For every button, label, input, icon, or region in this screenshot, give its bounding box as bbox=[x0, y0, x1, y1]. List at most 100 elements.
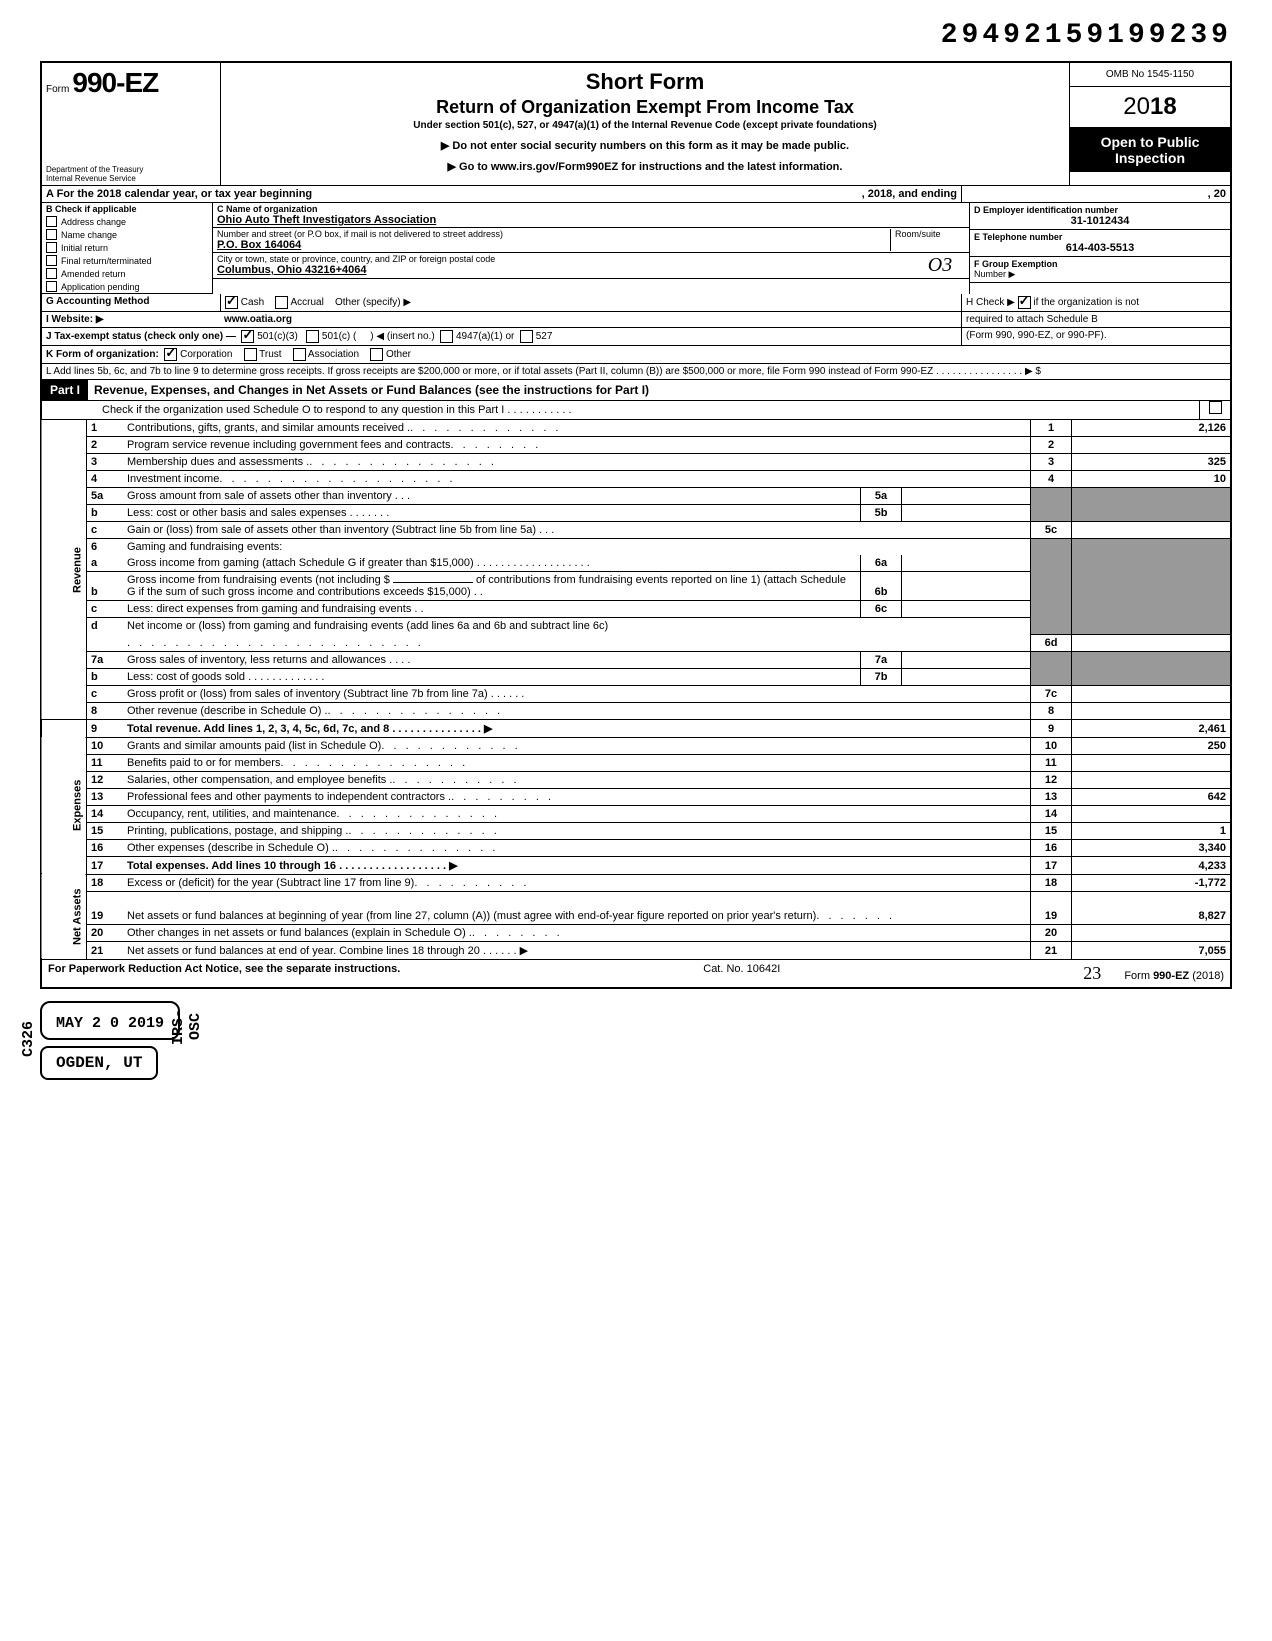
label-other-specify: Other (specify) ▶ bbox=[335, 297, 411, 308]
lines-table: Revenue 1 Contributions, gifts, grants, … bbox=[40, 420, 1232, 960]
line-a-mid: , 2018, and ending bbox=[862, 188, 957, 200]
line-1: Revenue 1 Contributions, gifts, grants, … bbox=[41, 420, 1231, 437]
ogden-stamp: OGDEN, UT bbox=[40, 1046, 158, 1080]
chk-accrual[interactable] bbox=[275, 296, 288, 309]
label-org-name: C Name of organization bbox=[217, 204, 318, 214]
chk-name-change[interactable]: Name change bbox=[42, 228, 212, 241]
label-4947a1: 4947(a)(1) or bbox=[456, 331, 514, 342]
header-note-url: ▶ Go to www.irs.gov/Form990EZ for instru… bbox=[229, 160, 1061, 173]
chk-501c3[interactable] bbox=[241, 330, 254, 343]
line-k: K Form of organization: Corporation Trus… bbox=[40, 346, 1232, 364]
stamp-c326: C326 bbox=[20, 1021, 37, 1057]
chk-initial-return[interactable]: Initial return bbox=[42, 241, 212, 254]
line-2: 2 Program service revenue including gove… bbox=[41, 437, 1231, 454]
dept-line-2: Internal Revenue Service bbox=[46, 174, 143, 183]
col-c-org-info: C Name of organization Ohio Auto Theft I… bbox=[213, 203, 970, 294]
line-10: Expenses 10 Grants and similar amounts p… bbox=[41, 737, 1231, 754]
chk-final-return[interactable]: Final return/terminated bbox=[42, 254, 212, 267]
line-9-text: Total revenue. Add lines 1, 2, 3, 4, 5c,… bbox=[127, 723, 492, 735]
line-20: 20 Other changes in net assets or fund b… bbox=[41, 924, 1231, 941]
side-net-assets: Net Assets bbox=[41, 874, 87, 959]
chk-schedule-o[interactable] bbox=[1209, 401, 1222, 414]
chk-address-change[interactable]: Address change bbox=[42, 215, 212, 228]
line-17: 17 Total expenses. Add lines 10 through … bbox=[41, 856, 1231, 874]
chk-amended-return[interactable]: Amended return bbox=[42, 267, 212, 280]
label-other-org: Other bbox=[386, 349, 411, 360]
website-value: www.oatia.org bbox=[220, 312, 961, 327]
chk-501c[interactable] bbox=[306, 330, 319, 343]
form-prefix: Form bbox=[46, 84, 69, 95]
line-17-text: Total expenses. Add lines 10 through 16 … bbox=[127, 860, 458, 872]
line-11: 11 Benefits paid to or for members. . . … bbox=[41, 754, 1231, 771]
label-form-of-org: K Form of organization: bbox=[46, 349, 159, 360]
label-group-exemption: F Group Exemption bbox=[974, 259, 1058, 269]
paperwork-notice: For Paperwork Reduction Act Notice, see … bbox=[48, 963, 400, 984]
line-5c: c Gain or (loss) from sale of assets oth… bbox=[41, 522, 1231, 539]
chk-4947a1[interactable] bbox=[440, 330, 453, 343]
chk-corporation[interactable] bbox=[164, 348, 177, 361]
header-right-block: OMB No 1545-1150 2018 Open to Public Ins… bbox=[1069, 63, 1230, 185]
open-to-public: Open to Public Inspection bbox=[1070, 128, 1230, 172]
side-expenses: Expenses bbox=[41, 737, 87, 874]
chk-cash[interactable] bbox=[225, 296, 238, 309]
line-4: 4 Investment income. . . . . . . . . . .… bbox=[41, 471, 1231, 488]
label-trust: Trust bbox=[259, 349, 281, 360]
year-prefix: 20 bbox=[1123, 93, 1150, 120]
header-subtitle: Under section 501(c), 527, or 4947(a)(1)… bbox=[229, 120, 1061, 131]
tax-year: 2018 bbox=[1070, 87, 1230, 128]
label-association: Association bbox=[308, 349, 359, 360]
handwritten-23: 23 bbox=[1083, 963, 1101, 983]
label-tax-exempt: J Tax-exempt status (check only one) — bbox=[46, 331, 236, 342]
chk-h-not-required[interactable] bbox=[1018, 296, 1031, 309]
header-note-ssn: ▶ Do not enter social security numbers o… bbox=[229, 139, 1061, 152]
chk-527[interactable] bbox=[520, 330, 533, 343]
label-address: Number and street (or P.O box, if mail i… bbox=[217, 229, 503, 239]
line-6b-text-1: Gross income from fundraising events (no… bbox=[127, 574, 390, 586]
col-right-info: D Employer identification number 31-1012… bbox=[970, 203, 1230, 294]
line-l-text: L Add lines 5b, 6c, and 7b to line 9 to … bbox=[42, 364, 1230, 379]
line-g-h: G Accounting Method Cash Accrual Other (… bbox=[40, 294, 1232, 312]
line-l: L Add lines 5b, 6c, and 7b to line 9 to … bbox=[40, 364, 1232, 380]
line-8: 8 Other revenue (describe in Schedule O)… bbox=[41, 702, 1231, 719]
dept-line-1: Department of the Treasury bbox=[46, 165, 143, 174]
line-18: Net Assets 18 Excess or (deficit) for th… bbox=[41, 874, 1231, 891]
chk-other-org[interactable] bbox=[370, 348, 383, 361]
line-6: 6 Gaming and fundraising events: bbox=[41, 539, 1231, 556]
label-501c: 501(c) ( bbox=[322, 331, 356, 342]
line-16: 16 Other expenses (describe in Schedule … bbox=[41, 839, 1231, 856]
line-3: 3 Membership dues and assessments .. . .… bbox=[41, 454, 1231, 471]
chk-trust[interactable] bbox=[244, 348, 257, 361]
org-address: P.O. Box 164064 bbox=[217, 239, 301, 251]
part-1-check-text: Check if the organization used Schedule … bbox=[42, 401, 1199, 419]
phone-value: 614-403-5513 bbox=[974, 242, 1226, 254]
line-19: 19 Net assets or fund balances at beginn… bbox=[41, 891, 1231, 924]
part-1-label: Part I bbox=[42, 380, 88, 400]
label-insert-no: ) ◀ (insert no.) bbox=[370, 331, 434, 342]
info-grid: B Check if applicable Address change Nam… bbox=[40, 203, 1232, 294]
form-id-block: Form 990-EZ Department of the Treasury I… bbox=[42, 63, 221, 185]
open-line-2: Inspection bbox=[1072, 150, 1228, 166]
label-phone: E Telephone number bbox=[974, 232, 1226, 242]
label-website: I Website: ▶ bbox=[42, 312, 220, 327]
chk-application-pending[interactable]: Application pending bbox=[42, 280, 212, 294]
chk-association[interactable] bbox=[293, 348, 306, 361]
stamp-area: C326 MAY 2 0 2019 IRS-OSC OGDEN, UT bbox=[40, 1001, 1232, 1080]
room-suite-label: Room/suite bbox=[890, 229, 965, 251]
line-7a: 7a Gross sales of inventory, less return… bbox=[41, 651, 1231, 668]
line-6d: . . . . . . . . . . . . . . . . . . . . … bbox=[41, 634, 1231, 651]
line-5a: 5a Gross amount from sale of assets othe… bbox=[41, 488, 1231, 505]
stamp-irs: IRS-OSC bbox=[170, 1009, 204, 1045]
part-1-header: Part I Revenue, Expenses, and Changes in… bbox=[40, 380, 1232, 401]
year-bold: 18 bbox=[1150, 93, 1177, 120]
document-id-number: 29492159199239 bbox=[40, 20, 1232, 51]
received-stamp: C326 MAY 2 0 2019 IRS-OSC bbox=[40, 1001, 180, 1040]
line-14: 14 Occupancy, rent, utilities, and maint… bbox=[41, 805, 1231, 822]
label-group-number: Number ▶ bbox=[974, 269, 1015, 279]
h-check-label: H Check ▶ bbox=[966, 297, 1015, 308]
org-name: Ohio Auto Theft Investigators Associatio… bbox=[217, 214, 436, 226]
line-15: 15 Printing, publications, postage, and … bbox=[41, 822, 1231, 839]
header-title-block: Short Form Return of Organization Exempt… bbox=[221, 63, 1069, 185]
h-text-2: if the organization is not bbox=[1033, 297, 1139, 308]
label-accounting-method: G Accounting Method bbox=[42, 294, 221, 311]
form-header: Form 990-EZ Department of the Treasury I… bbox=[40, 61, 1232, 186]
